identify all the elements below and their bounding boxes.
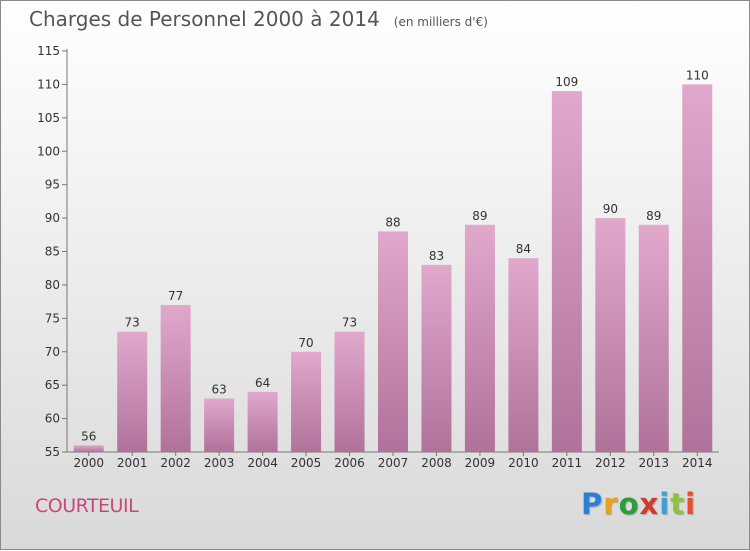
- y-tick-label: 65: [45, 378, 60, 392]
- bar-2004: [247, 391, 278, 452]
- x-tick-label: 2004: [247, 456, 278, 470]
- y-tick-label: 110: [37, 77, 60, 91]
- logo-letter: t: [670, 487, 686, 521]
- bar-2013: [638, 224, 669, 452]
- x-tick-label: 2003: [204, 456, 235, 470]
- bar-2002: [160, 304, 191, 452]
- x-tick-label: 2010: [508, 456, 539, 470]
- x-tick-label: 2001: [117, 456, 148, 470]
- y-tick-label: 90: [45, 211, 60, 225]
- data-label: 70: [298, 336, 313, 350]
- x-tick-label: 2011: [552, 456, 583, 470]
- data-label: 89: [472, 209, 487, 223]
- data-label: 56: [81, 429, 96, 443]
- chart-axes: 55 60 65 70 75 80 85 90 95 100 105 110 115 2000 2001 20…: [37, 44, 719, 470]
- y-tick-label: 115: [37, 44, 60, 58]
- x-tick-label: 2009: [465, 456, 496, 470]
- data-label: 83: [429, 249, 444, 263]
- x-tick-label: 2012: [595, 456, 626, 470]
- data-label: 109: [555, 75, 578, 89]
- proxiti-logo: Proxiti: [581, 487, 696, 521]
- y-tick-label: 75: [45, 311, 60, 325]
- x-tick-label: 2007: [378, 456, 409, 470]
- logo-letter: o: [618, 487, 640, 521]
- logo-letter: i: [659, 487, 671, 521]
- chart-unit: (en milliers d'€): [393, 15, 488, 29]
- x-tick-label: 2002: [160, 456, 191, 470]
- chart-title: Charges de Personnel 2000 à 2014 (en mill…: [29, 7, 488, 31]
- commune-name: COURTEUIL: [35, 495, 139, 517]
- logo-letter: i: [685, 487, 697, 521]
- x-tick-label: 2000: [73, 456, 104, 470]
- y-tick-label: 60: [45, 412, 60, 426]
- data-label: 90: [603, 202, 618, 216]
- bar-2003: [204, 398, 235, 452]
- y-tick-label: 85: [45, 245, 60, 259]
- value-labels: 56 73 77 63 64 70 73 88 83 89 84 109 90 89 110: [81, 68, 709, 443]
- logo-letter: P: [581, 487, 604, 521]
- bar-2007: [378, 231, 408, 452]
- data-label: 89: [646, 209, 661, 223]
- data-label: 64: [255, 376, 270, 390]
- data-label: 73: [125, 316, 140, 330]
- logo-letter: r: [603, 487, 619, 521]
- bar-2014: [682, 84, 713, 453]
- data-label: 88: [385, 215, 400, 229]
- y-tick-label: 100: [37, 144, 60, 158]
- logo-letter: x: [639, 487, 660, 521]
- y-tick-label: 95: [45, 178, 60, 192]
- x-tick-label: 2008: [421, 456, 452, 470]
- bar-2008: [421, 264, 452, 452]
- bar-2012: [595, 218, 626, 452]
- x-tick-label: 2005: [291, 456, 322, 470]
- data-label: 84: [516, 242, 531, 256]
- data-label: 73: [342, 316, 357, 330]
- bar-2005: [291, 351, 322, 452]
- y-tick-label: 80: [45, 278, 60, 292]
- chart-title-text: Charges de Personnel 2000 à 2014: [29, 7, 380, 31]
- bar-2006: [334, 331, 365, 452]
- y-tick-label: 105: [37, 111, 60, 125]
- x-tick-label: 2006: [334, 456, 365, 470]
- x-tick-label: 2013: [639, 456, 670, 470]
- bar-2000: [73, 445, 104, 452]
- data-label: 63: [211, 383, 226, 397]
- data-label: 77: [168, 289, 183, 303]
- x-tick-label: 2014: [682, 456, 713, 470]
- y-tick-label: 55: [45, 445, 60, 459]
- bar-2009: [464, 224, 495, 452]
- y-tick-label: 70: [45, 345, 60, 359]
- bar-2010: [508, 258, 539, 452]
- bar-2011: [551, 91, 582, 452]
- data-label: 110: [686, 68, 709, 82]
- bar-series: [73, 84, 713, 453]
- bar-2001: [117, 331, 148, 452]
